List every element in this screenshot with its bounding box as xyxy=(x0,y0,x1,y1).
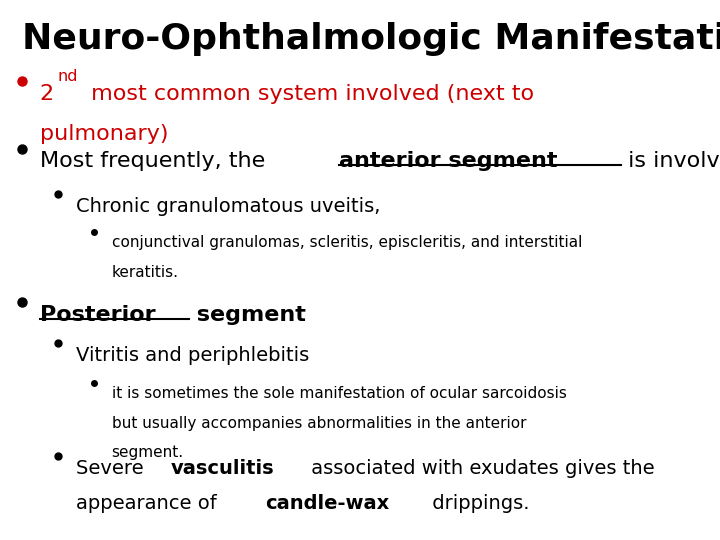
Text: it is sometimes the sole manifestation of ocular sarcoidosis: it is sometimes the sole manifestation o… xyxy=(112,386,567,401)
Text: pulmonary): pulmonary) xyxy=(40,124,168,144)
Text: Chronic granulomatous uveitis,: Chronic granulomatous uveitis, xyxy=(76,197,380,216)
Text: is involved.: is involved. xyxy=(621,151,720,171)
Text: segment: segment xyxy=(189,305,306,325)
Text: but usually accompanies abnormalities in the anterior: but usually accompanies abnormalities in… xyxy=(112,416,526,431)
Text: segment.: segment. xyxy=(112,446,184,461)
Text: vasculitis: vasculitis xyxy=(171,459,274,478)
Text: Most frequently, the: Most frequently, the xyxy=(40,151,272,171)
Text: 2: 2 xyxy=(40,84,54,104)
Text: drippings.: drippings. xyxy=(426,494,529,513)
Text: Posterior: Posterior xyxy=(40,305,156,325)
Text: Vitritis and periphlebitis: Vitritis and periphlebitis xyxy=(76,346,309,365)
Text: Severe: Severe xyxy=(76,459,150,478)
Text: most common system involved (next to: most common system involved (next to xyxy=(84,84,534,104)
Text: appearance of: appearance of xyxy=(76,494,222,513)
Text: candle-wax: candle-wax xyxy=(265,494,390,513)
Text: conjunctival granulomas, scleritis, episcleritis, and interstitial: conjunctival granulomas, scleritis, epis… xyxy=(112,235,582,250)
Text: anterior segment: anterior segment xyxy=(339,151,558,171)
Text: nd: nd xyxy=(58,69,78,84)
Text: keratitis.: keratitis. xyxy=(112,265,179,280)
Text: Neuro-Ophthalmologic Manifestations: Neuro-Ophthalmologic Manifestations xyxy=(22,22,720,56)
Text: associated with exudates gives the: associated with exudates gives the xyxy=(305,459,654,478)
